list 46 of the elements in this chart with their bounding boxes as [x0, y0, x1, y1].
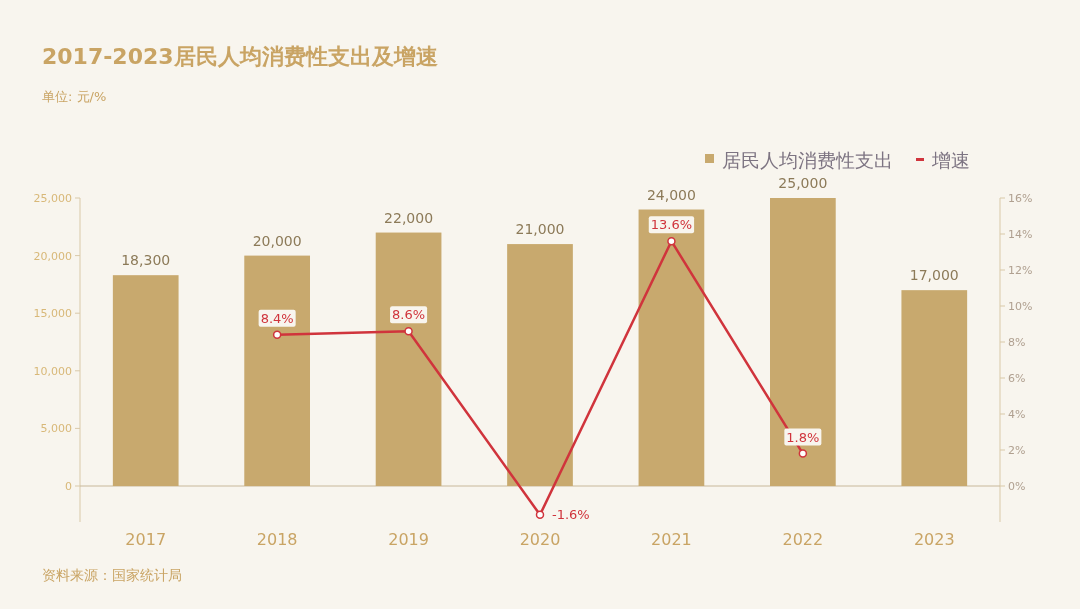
y2-tick-label: 16% — [1008, 192, 1033, 205]
x-tick-label: 2019 — [388, 530, 429, 549]
y2-tick-label: 2% — [1008, 444, 1026, 457]
y-tick-label: 10,000 — [33, 364, 72, 378]
y-tick-label: 20,000 — [33, 249, 72, 263]
y-tick-label: 25,000 — [33, 192, 72, 205]
data-label: 8.4% — [260, 310, 294, 326]
bar — [770, 198, 836, 486]
text: 资料来源：国家统计局 — [42, 567, 182, 583]
data-label: 24,000 — [646, 186, 696, 203]
x-tick-label: 2017 — [125, 530, 167, 549]
x-tick-label: 2018 — [256, 530, 298, 549]
data-label: 13.6% — [650, 217, 693, 233]
bar — [244, 255, 310, 486]
data-label: 20,000 — [252, 232, 302, 249]
y2-tick-label: 12% — [1008, 264, 1033, 277]
chart-title: 2017-2023居民人均消费性支出及增速 — [42, 44, 438, 69]
y-tick-label: 5,000 — [40, 422, 72, 436]
data-label: 21,000 — [515, 221, 565, 238]
x-tick-label: 2022 — [782, 530, 824, 549]
chart-subtitle: 单位: 元/% — [42, 89, 107, 104]
x-tick-label: 2023 — [913, 530, 955, 549]
x-tick-label: 2020 — [519, 530, 561, 549]
legend-label: 增速 — [931, 149, 970, 171]
bar — [112, 275, 179, 486]
bar — [638, 209, 705, 486]
data-label: 1.8% — [786, 429, 820, 445]
data-label: 18,300 — [121, 252, 171, 269]
bar — [507, 244, 573, 486]
legend-label: 居民人均消费性支出 — [722, 149, 893, 171]
y-tick-label: 15,000 — [33, 307, 72, 321]
x-tick-label: 2021 — [651, 530, 692, 549]
y2-tick-label: 14% — [1008, 228, 1033, 241]
data-label: 8.6% — [392, 307, 426, 323]
y2-tick-label: 4% — [1008, 408, 1026, 421]
data-label: 22,000 — [384, 209, 434, 226]
bar — [901, 290, 968, 486]
y2-tick-label: 10% — [1008, 300, 1033, 313]
data-label: -1.6% — [552, 506, 590, 522]
y2-tick-label: 0% — [1008, 480, 1026, 493]
y2-tick-label: 6% — [1008, 372, 1026, 385]
y2-tick-label: 8% — [1008, 336, 1026, 349]
y-tick-label: 0 — [65, 480, 72, 493]
data-label: 25,000 — [778, 175, 828, 191]
bar — [375, 232, 442, 486]
data-label: 17,000 — [909, 267, 959, 284]
